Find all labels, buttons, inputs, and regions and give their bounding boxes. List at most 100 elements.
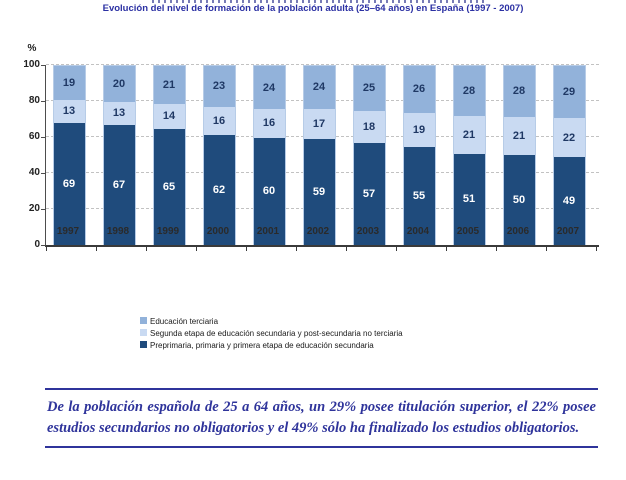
segment: 28 <box>503 66 535 117</box>
y-tick-label-100: 100 <box>23 59 40 70</box>
bar-2007: 49 22 29 <box>552 65 586 245</box>
legend-label: Preprimaria, primaria y primera etapa de… <box>150 341 374 350</box>
segment-value-label: 22 <box>562 131 576 144</box>
segment: 20 <box>103 66 135 102</box>
x-tick-mark <box>596 247 597 251</box>
segment-value-label: 19 <box>412 123 426 136</box>
segment-value-label: 24 <box>262 81 276 94</box>
segment: 21 <box>453 116 485 154</box>
segment: 28 <box>453 66 485 117</box>
y-tick-mark-40 <box>41 173 45 174</box>
segment: 29 <box>553 66 585 118</box>
y-tick-mark-100 <box>41 65 45 66</box>
y-tick-label-80: 80 <box>28 95 40 106</box>
y-tick-label-60: 60 <box>28 131 40 142</box>
x-axis-label-1998: 1998 <box>106 226 130 237</box>
segment-value-label: 21 <box>512 129 526 142</box>
segment: 21 <box>503 116 535 155</box>
segment-value-label: 13 <box>112 107 126 120</box>
x-tick-mark <box>396 247 397 251</box>
bar-2002: 59 17 24 <box>302 65 336 245</box>
segment-value-label: 14 <box>162 110 176 123</box>
segment: 24 <box>253 66 285 109</box>
x-tick-mark <box>246 247 247 251</box>
segment-value-label: 13 <box>62 105 76 118</box>
segment-value-label: 28 <box>462 85 476 98</box>
x-tick-mark <box>346 247 347 251</box>
segment-value-label: 18 <box>362 120 376 133</box>
plot-area: 69 13 19 67 13 20 65 14 21 62 16 23 60 16 24 59 17 24 57 18… <box>45 64 599 251</box>
segment: 59 <box>303 139 335 245</box>
segment: 69 <box>53 122 85 245</box>
bar-1999: 65 14 21 <box>152 65 186 245</box>
segment: 25 <box>353 66 385 111</box>
x-tick-mark <box>546 247 547 251</box>
segment-value-label: 16 <box>262 117 276 130</box>
bar-2004: 55 19 26 <box>402 65 436 245</box>
x-tick-mark <box>146 247 147 251</box>
summary-note-block: De la población española de 25 a 64 años… <box>45 388 598 449</box>
segment-value-label: 60 <box>262 185 276 198</box>
x-tick-mark <box>46 247 47 251</box>
bottom-rule <box>45 446 598 449</box>
y-tick-label-40: 40 <box>28 167 40 178</box>
segment: 60 <box>253 137 285 245</box>
x-axis-label-2001: 2001 <box>256 226 280 237</box>
segment-value-label: 21 <box>462 128 476 141</box>
segment: 55 <box>403 146 435 245</box>
segment: 19 <box>53 66 85 100</box>
segment-value-label: 59 <box>312 186 326 199</box>
bar-2001: 60 16 24 <box>252 65 286 245</box>
segment-value-label: 51 <box>462 193 476 206</box>
segment-value-label: 67 <box>112 179 126 192</box>
gridline-100 <box>46 64 599 65</box>
segment-value-label: 49 <box>562 195 576 208</box>
segment: 62 <box>203 135 235 245</box>
x-axis-label-2005: 2005 <box>456 226 480 237</box>
segment: 26 <box>403 66 435 113</box>
summary-note-text: De la población española de 25 a 64 años… <box>47 399 596 437</box>
y-tick-mark-60 <box>41 137 45 138</box>
legend-swatch-icon <box>140 329 147 336</box>
segment: 24 <box>303 66 335 109</box>
segment-value-label: 19 <box>62 76 76 89</box>
legend-swatch-icon <box>140 317 147 324</box>
segment: 57 <box>353 142 385 245</box>
stacked-bar-chart: % 69 13 19 67 13 20 65 14 21 62 16 23 60 16 24 59 17 24 57… <box>0 40 626 350</box>
y-tick-mark-20 <box>41 209 45 210</box>
segment: 51 <box>453 153 485 245</box>
bar-2005: 51 21 28 <box>452 65 486 245</box>
x-axis-label-2007: 2007 <box>556 226 580 237</box>
segment: 16 <box>253 108 285 138</box>
segment-value-label: 16 <box>212 114 226 127</box>
segment-value-label: 69 <box>62 177 76 190</box>
x-axis-label-2000: 2000 <box>206 226 230 237</box>
x-axis-label-2006: 2006 <box>506 226 530 237</box>
segment-value-label: 17 <box>312 118 326 131</box>
x-tick-mark <box>196 247 197 251</box>
segment: 23 <box>203 66 235 107</box>
segment-value-label: 25 <box>362 82 376 95</box>
x-axis-label-2004: 2004 <box>406 226 430 237</box>
segment: 13 <box>53 99 85 123</box>
bar-1997: 69 13 19 <box>52 65 86 245</box>
x-axis-label-2002: 2002 <box>306 226 330 237</box>
y-tick-mark-80 <box>41 101 45 102</box>
chart-title: Evolución del nivel de formación de la p… <box>102 3 524 14</box>
segment: 14 <box>153 103 185 129</box>
segment: 65 <box>153 128 185 245</box>
legend-label: Educación terciaria <box>150 317 219 326</box>
y-tick-label-20: 20 <box>28 203 40 214</box>
segment-value-label: 20 <box>112 77 126 90</box>
y-tick-label-0: 0 <box>34 239 40 250</box>
legend-swatch-icon <box>140 341 147 348</box>
chart-legend: Educación terciaria Segunda etapa de educ… <box>140 317 403 353</box>
legend-item: Segunda etapa de educación secundaria y … <box>140 329 403 338</box>
legend-label: Segunda etapa de educación secundaria y … <box>150 329 403 338</box>
segment: 21 <box>153 66 185 104</box>
segment-value-label: 50 <box>512 193 526 206</box>
x-axis-label-2003: 2003 <box>356 226 380 237</box>
top-rule <box>45 388 598 390</box>
segment-value-label: 23 <box>212 80 226 93</box>
segment-value-label: 65 <box>162 180 176 193</box>
